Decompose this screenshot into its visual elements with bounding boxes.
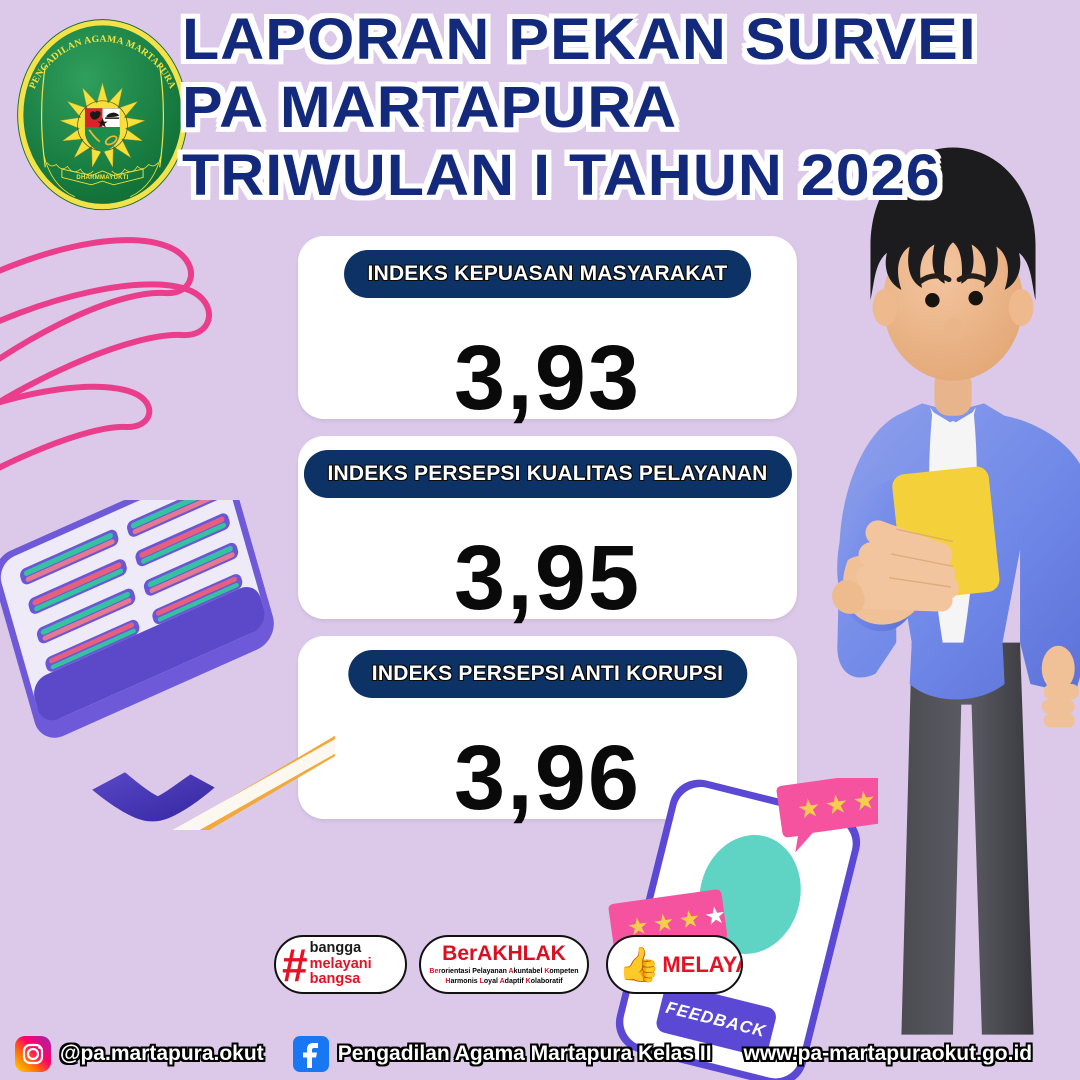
svg-text:DHARMMAYUKTI: DHARMMAYUKTI — [76, 175, 128, 181]
svg-text:★: ★ — [823, 788, 850, 821]
svg-text:★: ★ — [677, 905, 702, 935]
svg-text:★: ★ — [851, 784, 878, 817]
svg-text:★: ★ — [795, 792, 822, 825]
svg-text:★: ★ — [703, 901, 728, 931]
svg-text:★: ★ — [651, 909, 676, 939]
